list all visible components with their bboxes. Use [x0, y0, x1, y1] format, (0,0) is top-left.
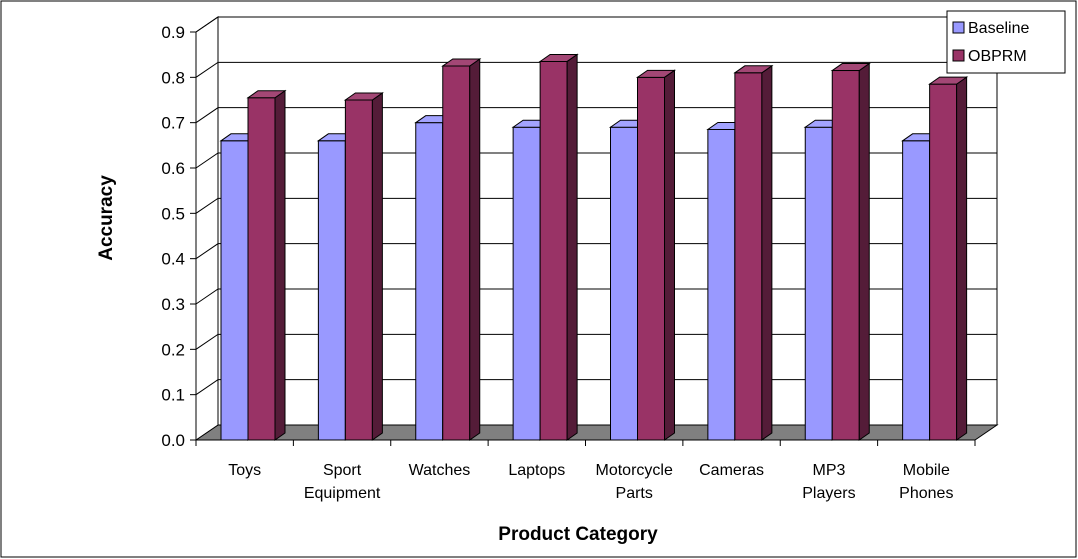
- category-label-line: Mobile: [903, 462, 950, 479]
- bar-front-face: [344, 99, 373, 441]
- bar-front-face: [929, 83, 958, 441]
- bar-front-face: [512, 126, 541, 441]
- bar-side-face: [956, 76, 968, 441]
- y-tick-label: 0.7: [161, 114, 185, 133]
- bar-top-face: [441, 58, 482, 67]
- bar-front-face: [734, 72, 763, 441]
- bar-obprm-1: [343, 92, 384, 441]
- bar-front-face: [317, 140, 346, 441]
- category-label: Laptops: [508, 462, 565, 479]
- plot-back-wall: [195, 16, 998, 441]
- category-label-line: Parts: [616, 485, 653, 502]
- plot-floor: [194, 424, 999, 441]
- legend: Baseline OBPRM: [946, 10, 1066, 74]
- category-label: Mobile Phones: [899, 462, 953, 502]
- category-label: Sport Equipment: [304, 462, 381, 502]
- x-axis: [195, 439, 976, 446]
- bar-top-face: [830, 63, 871, 72]
- category-label-line: Cameras: [699, 462, 764, 479]
- y-tick-labels: 0.0 0.1 0.2 0.3 0.4 0.5 0.6 0.7 0.8 0.9: [161, 23, 185, 450]
- bar-obprm-5: [733, 64, 774, 441]
- category-label-line: MP3: [812, 462, 845, 479]
- bar-front-face: [902, 140, 931, 441]
- bar-obprm-0: [246, 89, 287, 441]
- category-label-line: Motorcycle: [596, 462, 673, 479]
- y-axis-title: Accuracy: [96, 175, 117, 261]
- category-label: Toys: [228, 462, 261, 479]
- bar-top-face: [635, 69, 677, 78]
- y-tick-label: 0.0: [161, 431, 185, 450]
- bar-obprm-4: [635, 69, 677, 441]
- bar-obprm-3: [538, 53, 579, 441]
- y-tick-label: 0.8: [161, 68, 185, 87]
- bar-front-face: [610, 126, 638, 441]
- bar-front-face: [707, 128, 736, 441]
- bar-obprm-6: [830, 62, 871, 441]
- bar-obprm-7: [928, 76, 969, 441]
- gridline: [195, 61, 997, 78]
- bar-side-face: [469, 58, 481, 441]
- bar-side-face: [664, 69, 675, 441]
- category-label-line: Sport: [323, 462, 362, 479]
- legend-label-obprm: OBPRM: [968, 48, 1027, 65]
- category-label-line: Laptops: [508, 462, 565, 479]
- legend-box: [946, 10, 1066, 74]
- category-label: Cameras: [699, 462, 764, 479]
- category-label-line: Equipment: [304, 485, 381, 502]
- category-label: MP3 Players: [802, 462, 855, 502]
- y-tick-label: 0.9: [161, 23, 185, 42]
- y-tick-label: 0.6: [161, 159, 185, 178]
- y-tick-label: 0.3: [161, 295, 185, 314]
- legend-swatch-baseline: [952, 21, 965, 34]
- legend-label-baseline: Baseline: [968, 20, 1029, 37]
- bar-side-face: [858, 62, 870, 441]
- bar-side-face: [566, 53, 578, 441]
- bar-front-face: [247, 97, 276, 441]
- bar-side-face: [274, 89, 286, 441]
- bar-front-face: [539, 60, 568, 441]
- bar-side-face: [761, 64, 773, 441]
- gridline: [195, 16, 997, 33]
- category-label: Motorcycle Parts: [596, 462, 673, 502]
- legend-swatch-obprm: [952, 49, 965, 62]
- bar-obprm-2: [441, 58, 482, 441]
- category-label-line: Phones: [899, 485, 953, 502]
- y-tick-label: 0.5: [161, 204, 185, 223]
- bar-top-face: [343, 92, 384, 101]
- bar-front-face: [804, 126, 833, 441]
- bar-top-face: [928, 76, 969, 85]
- y-tick-label: 0.4: [161, 250, 185, 269]
- category-label-line: Watches: [409, 462, 471, 479]
- bar-front-face: [831, 70, 860, 441]
- category-label: Watches: [409, 462, 471, 479]
- side-wall-panel: [195, 16, 219, 441]
- bar-front-face: [220, 140, 249, 441]
- category-label-line: Players: [802, 485, 855, 502]
- y-axis: [190, 31, 197, 441]
- y-tick-label: 0.2: [161, 340, 185, 359]
- bar-top-face: [733, 65, 774, 74]
- category-label-line: Toys: [228, 462, 261, 479]
- bar-top-face: [538, 53, 579, 62]
- bar-front-face: [637, 76, 665, 441]
- bar-front-face: [442, 65, 471, 441]
- x-axis-title: Product Category: [498, 524, 658, 545]
- floor-panel: [194, 424, 999, 441]
- bar-front-face: [415, 122, 444, 441]
- bar-side-face: [371, 92, 383, 441]
- y-tick-label: 0.1: [161, 386, 185, 405]
- category-labels: Toys Sport Equipment Watches Laptops Motorcyc…: [228, 462, 953, 502]
- bar-top-face: [246, 90, 287, 99]
